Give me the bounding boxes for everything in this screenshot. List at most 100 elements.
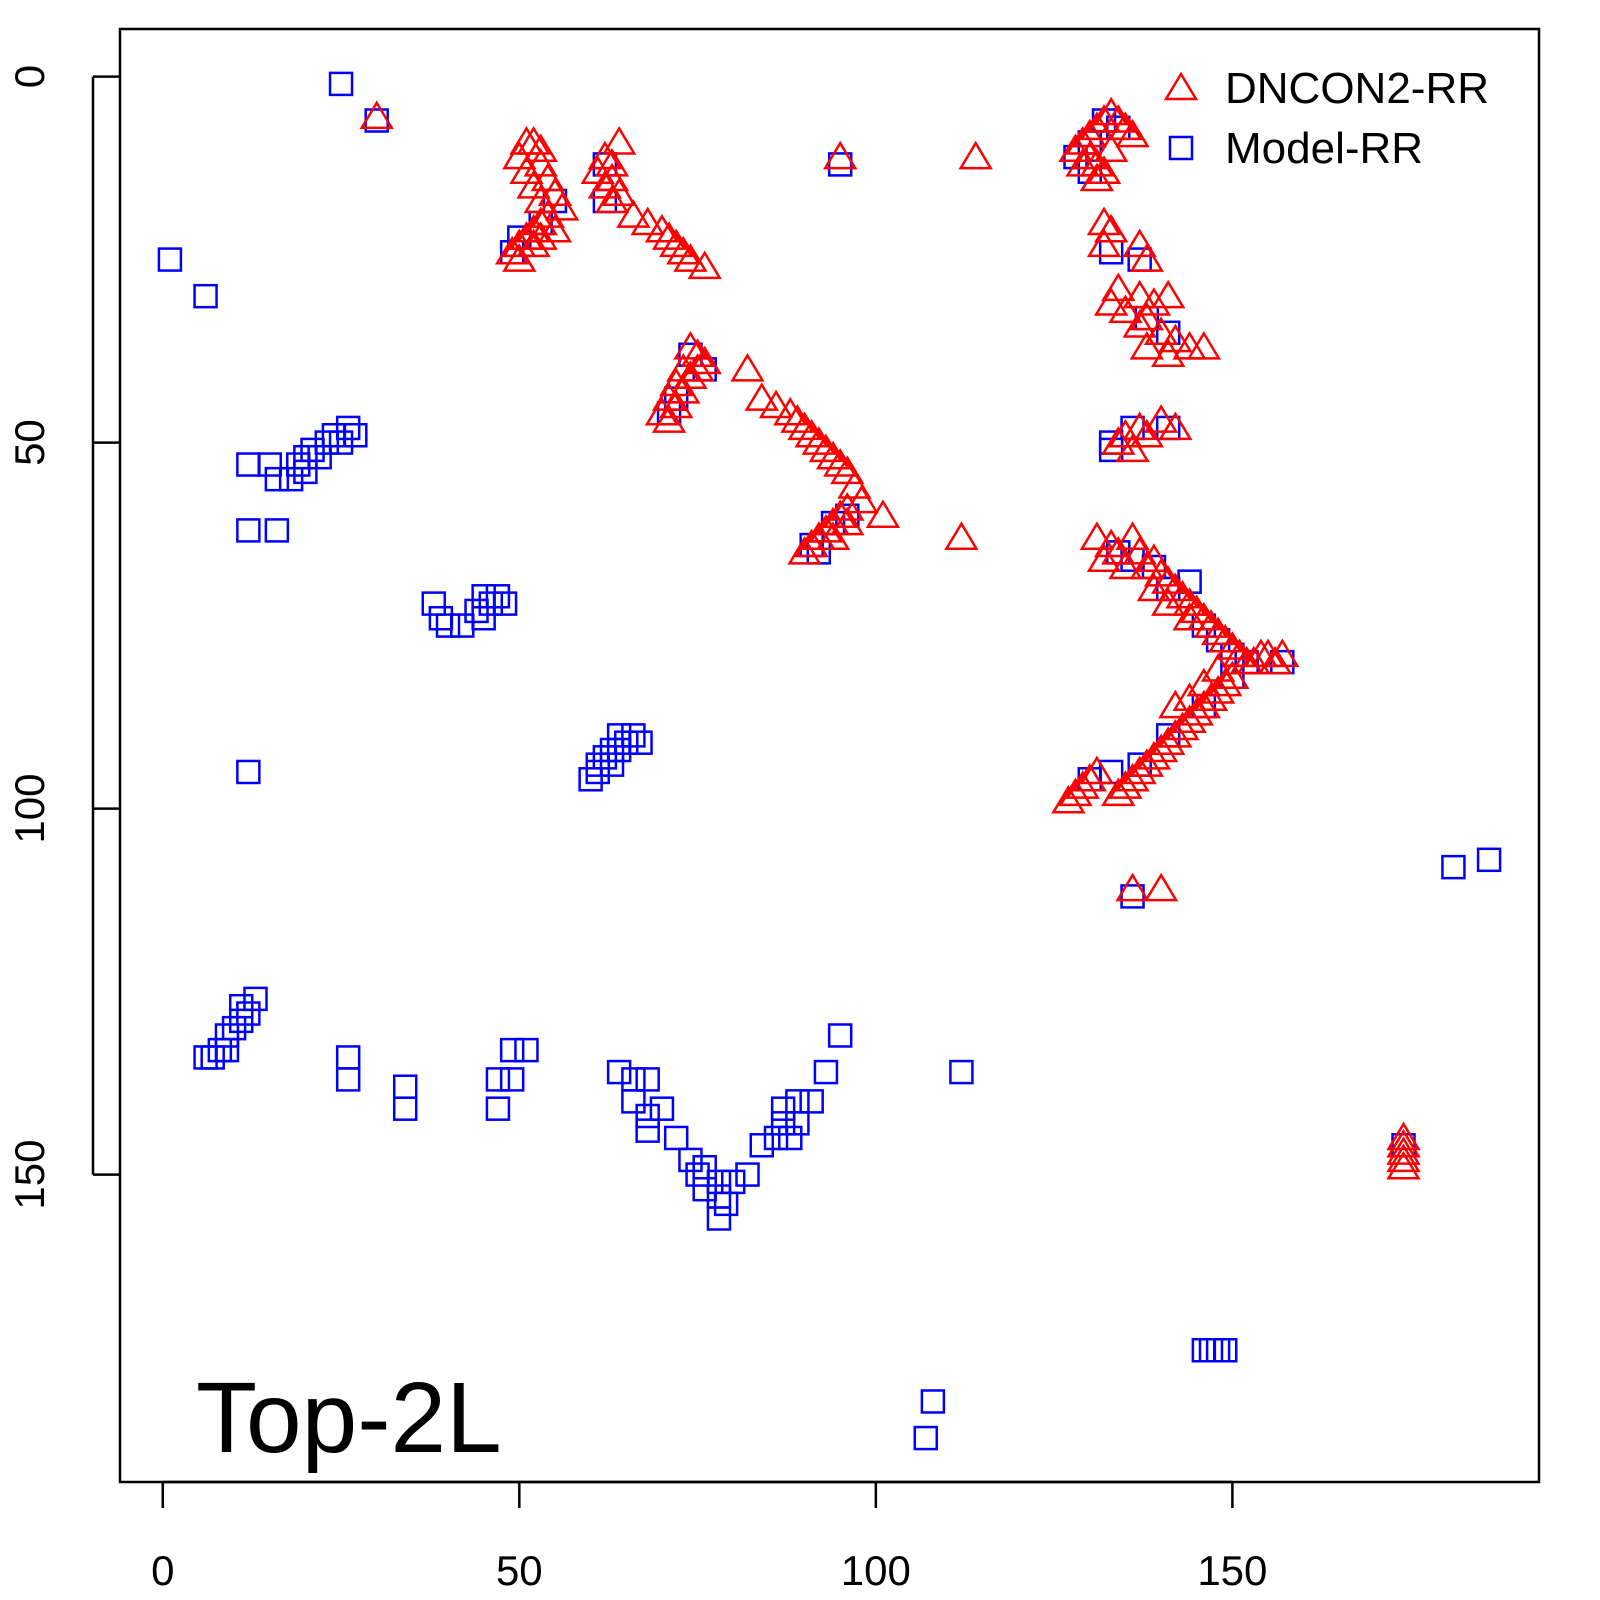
triangle-point <box>1065 147 1100 177</box>
y-axis: 0 50 100 150 <box>6 65 120 1210</box>
square-point <box>592 745 618 770</box>
triangle-point <box>1186 330 1222 360</box>
triangle-point <box>787 535 822 565</box>
triangle-point <box>494 235 530 265</box>
square-point <box>1198 1337 1224 1363</box>
triangle-point <box>730 352 765 382</box>
square-point <box>485 1067 511 1092</box>
triangle-point <box>1086 206 1122 236</box>
square-point <box>200 1045 225 1070</box>
triangle-point <box>1122 279 1157 309</box>
triangle-point <box>1186 689 1222 719</box>
legend-label: Model-RR <box>1225 124 1423 173</box>
triangle-point <box>822 499 858 529</box>
square-point <box>492 591 518 616</box>
triangle-point <box>1093 96 1129 126</box>
triangle-point <box>544 191 580 221</box>
square-point <box>392 1096 418 1121</box>
square-point <box>621 723 646 748</box>
triangle-point <box>1172 704 1207 733</box>
triangle-point <box>808 513 844 543</box>
triangle-point <box>1115 118 1150 148</box>
triangle-point <box>1079 162 1115 192</box>
triangle-point <box>523 133 558 163</box>
triangle-point <box>651 404 687 433</box>
triangle-point <box>1158 689 1193 719</box>
triangle-point <box>601 126 637 155</box>
square-point <box>228 993 254 1019</box>
triangle-point <box>1386 1121 1421 1151</box>
legend-marker-square <box>1168 135 1194 161</box>
x-tick-label: 100 <box>841 1547 911 1594</box>
triangle-point <box>1065 770 1100 799</box>
square-point <box>913 1425 939 1451</box>
x-tick-label: 0 <box>151 1547 174 1594</box>
y-tick-label: 100 <box>6 774 53 844</box>
triangle-point <box>1108 770 1143 799</box>
square-point <box>585 752 611 777</box>
y-tick-label: 50 <box>6 419 53 466</box>
triangle-point <box>1093 287 1129 316</box>
triangle-point <box>1172 587 1207 616</box>
triangle-point <box>1129 301 1165 331</box>
square-point <box>621 1089 646 1114</box>
triangle-point <box>1115 762 1150 792</box>
square-point <box>706 1169 732 1195</box>
triangle-point <box>1172 682 1207 712</box>
triangle-point <box>1200 653 1236 682</box>
triangle-point <box>1072 762 1107 792</box>
triangle-point <box>1208 623 1243 653</box>
triangle-point <box>1193 682 1229 712</box>
square-point <box>300 437 325 463</box>
triangle-point <box>1086 155 1122 184</box>
triangle-point <box>944 521 979 550</box>
triangle-point <box>1086 543 1122 572</box>
triangle-point <box>1143 733 1179 763</box>
square-point <box>1205 1337 1231 1363</box>
square-point <box>236 1001 261 1026</box>
square-point <box>827 152 853 177</box>
triangle-point <box>523 221 558 250</box>
triangle-point <box>673 330 708 360</box>
square-point <box>243 986 268 1012</box>
square-point <box>599 752 625 777</box>
triangle-point <box>1193 609 1229 638</box>
legend: DNCON2-RR Model-RR <box>1163 64 1489 173</box>
square-point <box>214 1037 240 1063</box>
triangle-point <box>1122 755 1157 785</box>
triangle-point <box>644 396 680 426</box>
square-point <box>606 723 632 748</box>
square-point <box>264 466 290 492</box>
triangle-point <box>502 243 537 272</box>
triangle-point <box>1058 777 1093 807</box>
triangle-point <box>958 140 993 170</box>
triangle-point <box>1051 784 1086 814</box>
square-point <box>293 444 318 470</box>
triangle-point <box>1208 667 1243 697</box>
square-point <box>257 452 282 477</box>
triangle-point <box>687 345 722 375</box>
y-tick-label: 0 <box>6 65 53 88</box>
triangle-point <box>516 126 551 155</box>
square-point <box>335 1045 361 1070</box>
legend-marker-triangle <box>1163 71 1199 101</box>
triangle-point <box>1165 579 1200 609</box>
triangle-point <box>815 440 851 470</box>
square-point <box>635 1103 660 1129</box>
triangle-point <box>1108 294 1143 324</box>
square-point <box>1213 1337 1238 1363</box>
triangle-point <box>523 206 558 236</box>
triangle-point <box>594 184 630 214</box>
triangle-point <box>1072 140 1107 170</box>
square-point <box>428 606 454 631</box>
square-point <box>328 430 354 455</box>
square-point <box>328 71 354 97</box>
square-point <box>485 584 511 609</box>
square-point <box>392 1074 418 1099</box>
triangle-point <box>1108 418 1143 448</box>
triangle-point <box>1129 418 1165 448</box>
legend-label: DNCON2-RR <box>1225 64 1489 113</box>
triangle-point <box>1136 740 1172 770</box>
plot-frame <box>118 27 1541 1484</box>
triangle-point <box>1122 309 1157 338</box>
